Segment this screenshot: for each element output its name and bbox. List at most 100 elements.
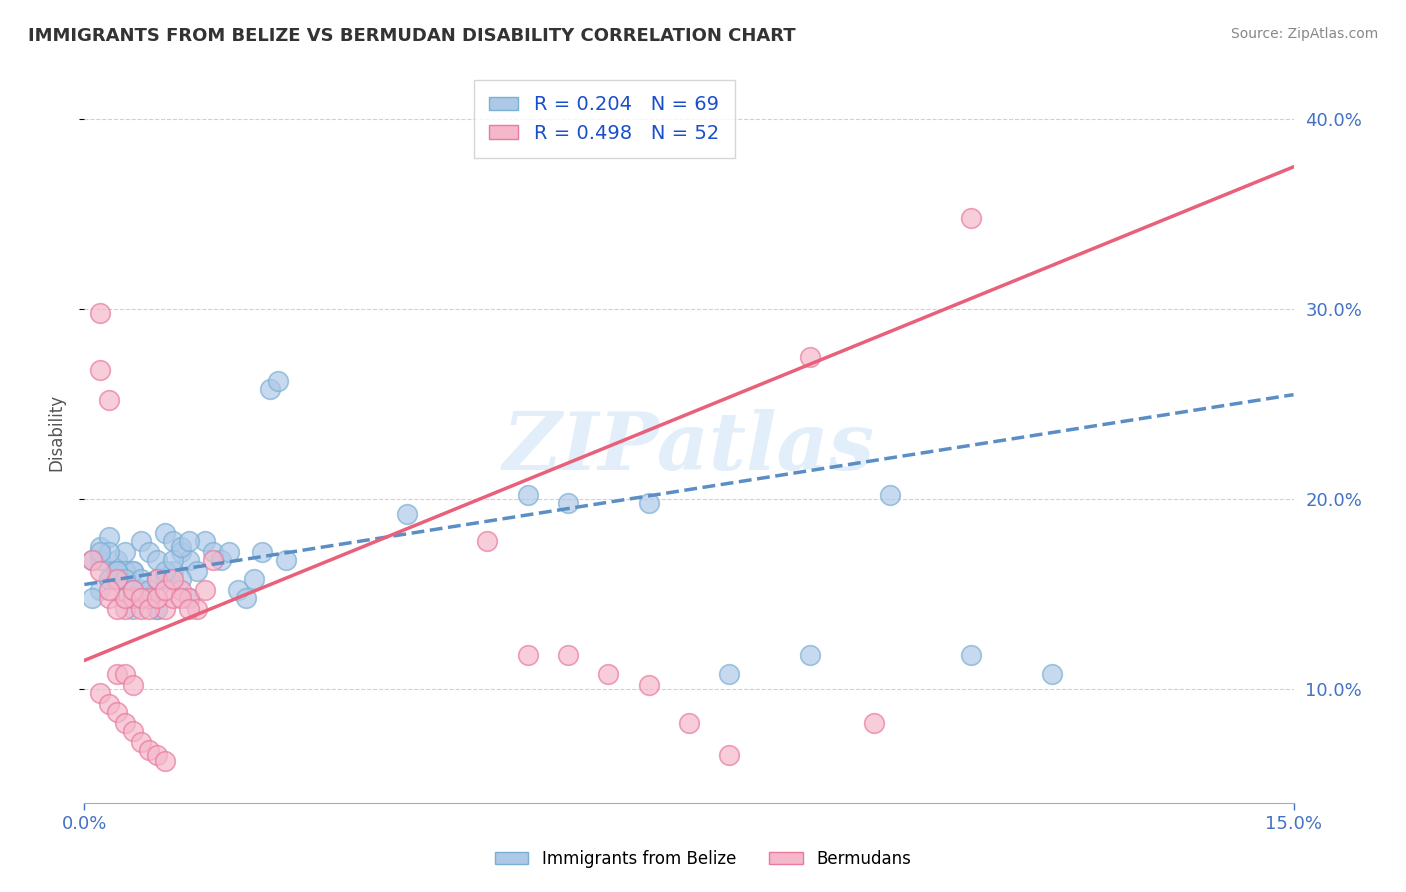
Point [170,583,193,598]
Point [89,564,111,578]
Point [235,591,257,605]
Point [179,533,201,548]
Point [516,488,538,502]
Legend: R = 0.204   N = 69, R = 0.498   N = 52: R = 0.204 N = 69, R = 0.498 N = 52 [474,79,735,159]
Point [162,564,184,578]
Point [146,572,169,586]
Point [114,716,136,731]
Point [89,553,111,567]
Point [105,602,128,616]
Point [121,591,143,605]
Point [97,530,120,544]
Point [97,583,120,598]
Point [121,583,143,598]
Point [186,602,208,616]
Point [105,564,128,578]
Point [114,591,136,605]
Point [129,533,152,548]
Point [259,382,281,396]
Point [105,705,128,719]
Point [129,591,152,605]
Point [146,553,169,567]
Point [105,666,128,681]
Point [250,545,273,559]
Point [557,648,579,662]
Point [960,648,983,662]
Point [89,545,111,559]
Point [129,735,152,749]
Point [114,666,136,681]
Point [114,572,136,586]
Point [97,572,120,586]
Point [267,375,290,389]
Point [121,678,143,692]
Point [516,648,538,662]
Point [395,508,418,522]
Point [129,572,152,586]
Point [89,363,111,377]
Point [114,602,136,616]
Point [146,572,169,586]
Point [138,591,160,605]
Point [121,602,143,616]
Point [97,591,120,605]
Point [89,583,111,598]
Point [153,602,176,616]
Point [138,591,160,605]
Point [477,533,499,548]
Point [138,583,160,598]
Point [179,553,201,567]
Point [138,591,160,605]
Point [153,572,176,586]
Point [799,350,821,364]
Point [82,553,104,567]
Point [105,572,128,586]
Point [105,572,128,586]
Point [82,591,104,605]
Point [138,742,160,756]
Point [186,564,208,578]
Point [97,697,120,711]
Point [146,748,169,763]
Point [114,564,136,578]
Point [146,591,169,605]
Point [97,572,120,586]
Point [202,553,225,567]
Text: IMMIGRANTS FROM BELIZE VS BERMUDAN DISABILITY CORRELATION CHART: IMMIGRANTS FROM BELIZE VS BERMUDAN DISAB… [28,27,796,45]
Point [138,545,160,559]
Point [557,496,579,510]
Point [799,648,821,662]
Point [960,211,983,226]
Point [121,723,143,738]
Point [162,572,184,586]
Point [121,564,143,578]
Point [121,564,143,578]
Point [129,583,152,598]
Point [82,553,104,567]
Point [114,591,136,605]
Point [97,393,120,408]
Y-axis label: Disability: Disability [48,394,66,471]
Point [121,583,143,598]
Point [209,553,232,567]
Point [242,572,264,586]
Point [202,545,225,559]
Point [162,591,184,605]
Point [97,572,120,586]
Point [598,666,620,681]
Point [153,526,176,541]
Text: Source: ZipAtlas.com: Source: ZipAtlas.com [1230,27,1378,41]
Point [179,591,201,605]
Point [226,583,249,598]
Point [718,748,741,763]
Point [105,564,128,578]
Point [637,496,659,510]
Point [863,716,886,731]
Point [170,545,193,559]
Point [114,545,136,559]
Point [179,591,201,605]
Point [218,545,240,559]
Point [153,754,176,768]
Point [153,564,176,578]
Point [89,540,111,554]
